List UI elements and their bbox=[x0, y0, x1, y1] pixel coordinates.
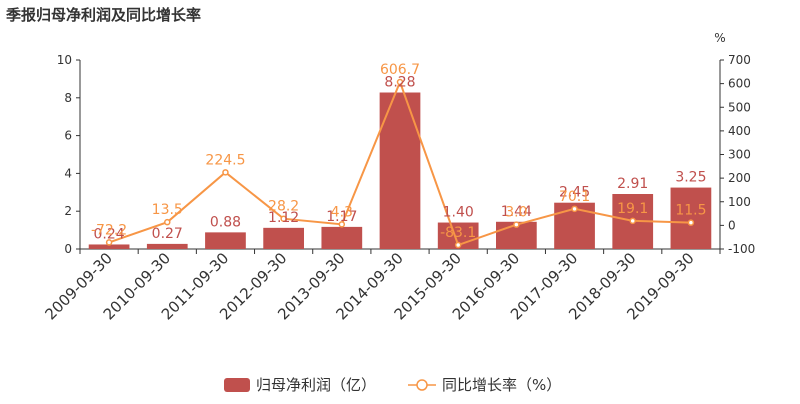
growth-rate-label: 606.7 bbox=[380, 62, 420, 78]
left-y-tick-label: 4 bbox=[64, 166, 72, 180]
right-y-tick-label: 400 bbox=[728, 124, 751, 138]
chart-title: 季报归母净利润及同比增长率 bbox=[6, 6, 202, 24]
right-y-unit-label: % bbox=[714, 31, 725, 45]
left-y-tick-label: 8 bbox=[64, 91, 72, 105]
growth-rate-label: -72.2 bbox=[91, 222, 127, 238]
bar bbox=[321, 226, 363, 249]
growth-rate-point bbox=[396, 78, 404, 86]
left-y-tick-label: 6 bbox=[64, 129, 72, 143]
growth-rate-label: 13.5 bbox=[152, 202, 183, 218]
growth-rate-label: 224.5 bbox=[205, 152, 245, 168]
right-y-tick-label: 200 bbox=[728, 171, 751, 185]
bar-value-label: 3.25 bbox=[675, 170, 706, 186]
left-y-tick-label: 0 bbox=[64, 242, 72, 256]
right-y-tick-label: 500 bbox=[728, 100, 751, 114]
right-y-tick-label: 700 bbox=[728, 53, 751, 67]
legend-line-marker bbox=[416, 379, 428, 391]
growth-rate-label: 4.3 bbox=[331, 204, 353, 220]
bar-value-label: 1.44 bbox=[501, 204, 532, 220]
growth-rate-point bbox=[222, 169, 229, 176]
bar bbox=[146, 243, 188, 249]
right-y-tick-label: 0 bbox=[728, 218, 736, 232]
growth-rate-point bbox=[687, 219, 695, 226]
growth-rate-point bbox=[513, 221, 520, 228]
bar-value-label: 1.40 bbox=[443, 205, 474, 221]
right-y-tick-label: 600 bbox=[728, 77, 751, 91]
growth-rate-label: -83.1 bbox=[440, 225, 476, 241]
growth-rate-point bbox=[105, 239, 113, 246]
bar-value-label: 1.17 bbox=[326, 209, 357, 225]
bar-value-label: 1.12 bbox=[268, 210, 299, 226]
growth-rate-label: 3.0 bbox=[505, 205, 527, 221]
growth-rate-label: 11.5 bbox=[675, 203, 706, 219]
bar bbox=[670, 187, 712, 249]
growth-rate-point bbox=[280, 215, 287, 222]
growth-rate-label: 28.2 bbox=[268, 199, 299, 215]
bar-value-label: 2.45 bbox=[559, 185, 590, 201]
bar-value-label: 8.28 bbox=[384, 75, 415, 91]
bar bbox=[263, 227, 304, 249]
bar bbox=[205, 232, 246, 249]
legend-bar-swatch bbox=[224, 378, 250, 392]
right-y-tick-label: -100 bbox=[728, 242, 755, 256]
legend-line-label: 同比增长率（%） bbox=[442, 376, 561, 394]
growth-rate-point bbox=[454, 241, 462, 249]
bar-value-label: 2.91 bbox=[617, 176, 648, 192]
growth-rate-label: 19.1 bbox=[617, 201, 648, 217]
right-y-tick-label: 300 bbox=[728, 148, 751, 162]
growth-rate-point bbox=[338, 221, 346, 228]
left-y-tick-label: 2 bbox=[64, 204, 72, 218]
bar bbox=[88, 244, 130, 249]
bar-value-label: 0.27 bbox=[152, 226, 183, 242]
right-y-tick-label: 100 bbox=[728, 195, 751, 209]
bar-value-label: 0.24 bbox=[94, 226, 125, 242]
growth-rate-point bbox=[164, 218, 171, 226]
left-y-tick-label: 10 bbox=[57, 53, 72, 67]
legend-bar-label: 归母净利润（亿） bbox=[256, 376, 376, 394]
growth-rate-label: 70.1 bbox=[559, 189, 590, 205]
growth-rate-point bbox=[629, 217, 636, 225]
bar-value-label: 0.88 bbox=[210, 214, 241, 230]
growth-rate-point bbox=[571, 205, 578, 213]
